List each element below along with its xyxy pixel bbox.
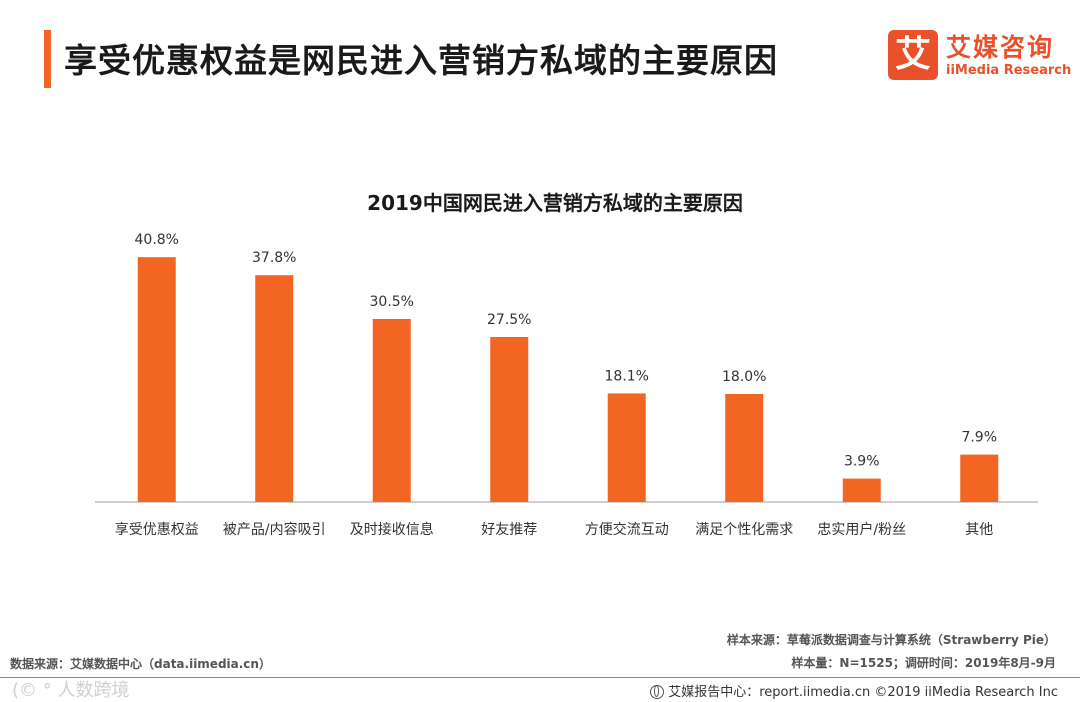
category-label-0: 享受优惠权益: [115, 521, 199, 538]
bar-6: [842, 478, 881, 502]
logo-english-text: iiMedia Research: [946, 63, 1072, 78]
bar-7: [960, 454, 999, 502]
category-label-5: 满足个性化需求: [695, 522, 793, 538]
category-label-4: 方便交流互动: [585, 521, 669, 538]
data-label-0: 40.8%: [135, 232, 179, 248]
bar-2: [372, 319, 411, 502]
sample-source-text: 样本来源：草莓派数据调查与计算系统（Strawberry Pie）: [726, 633, 1056, 647]
globe-icon: [650, 685, 665, 699]
data-label-5: 18.0%: [722, 369, 766, 385]
footer-divider: [0, 677, 1080, 678]
report-center-footer: 艾媒报告中心：report.iimedia.cn ©2019 iiMedia R…: [650, 681, 1058, 700]
title-accent-bar: [44, 30, 51, 88]
data-label-1: 37.8%: [252, 250, 296, 266]
watermark-text: (© ° 人数跨境: [12, 680, 130, 701]
bar-1: [255, 275, 294, 502]
bar-0: [137, 257, 176, 502]
logo-chinese-text: 艾媒咨询: [946, 33, 1055, 62]
data-label-6: 3.9%: [844, 454, 880, 470]
data-label-7: 7.9%: [961, 430, 997, 446]
bar-5: [725, 394, 764, 502]
data-label-4: 18.1%: [605, 368, 649, 384]
data-source-text: 数据来源：艾媒数据中心（data.iimedia.cn）: [10, 657, 271, 671]
bar-3: [490, 337, 529, 502]
category-label-2: 及时接收信息: [350, 521, 434, 538]
category-label-1: 被产品/内容吸引: [223, 521, 326, 538]
bar-4: [607, 393, 646, 502]
page-title: 享受优惠权益是网民进入营销方私域的主要原因: [64, 41, 778, 80]
data-label-2: 30.5%: [370, 294, 414, 310]
bar-chart: 2019中国网民进入营销方私域的主要原因 40.8% 享受优惠权益 37.8% 被产品…: [95, 191, 1038, 538]
data-label-3: 27.5%: [487, 312, 531, 328]
chart-title: 2019中国网民进入营销方私域的主要原因: [367, 191, 743, 215]
category-label-7: 其他: [965, 522, 993, 538]
iimedia-logo: 艾 艾媒咨询 iiMedia Research: [888, 28, 1071, 86]
report-center-text: 艾媒报告中心：report.iimedia.cn ©2019 iiMedia R…: [668, 685, 1058, 700]
logo-mark: 艾: [888, 30, 938, 80]
category-label-6: 忠实用户/粉丝: [817, 521, 906, 538]
sample-size-text: 样本量：N=1525；调研时间：2019年8月-9月: [791, 656, 1056, 670]
category-label-3: 好友推荐: [481, 522, 537, 538]
